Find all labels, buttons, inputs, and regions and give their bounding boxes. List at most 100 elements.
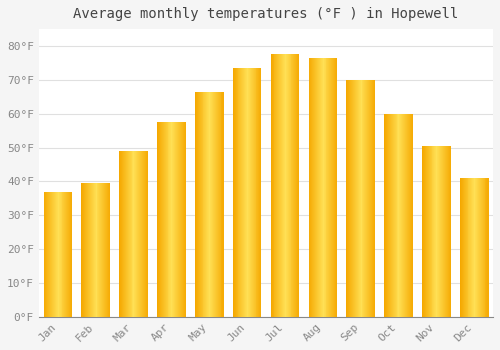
Bar: [66, 191, 68, 317]
Bar: [246, 68, 247, 317]
Bar: [162, 122, 163, 317]
Bar: [406, 114, 407, 317]
Bar: [356, 80, 357, 317]
Bar: [96, 183, 98, 317]
Bar: [407, 114, 408, 317]
Bar: [288, 55, 289, 317]
Bar: [140, 151, 141, 317]
Bar: [138, 151, 140, 317]
Bar: [474, 178, 476, 317]
Bar: [89, 183, 90, 317]
Bar: [364, 80, 366, 317]
Bar: [172, 122, 174, 317]
Bar: [163, 122, 164, 317]
Bar: [446, 146, 447, 317]
Bar: [402, 114, 404, 317]
Bar: [122, 151, 123, 317]
Bar: [313, 58, 314, 317]
Bar: [177, 122, 178, 317]
Bar: [281, 55, 282, 317]
Bar: [425, 146, 426, 317]
Bar: [236, 68, 237, 317]
Bar: [436, 146, 438, 317]
Bar: [86, 183, 88, 317]
Bar: [105, 183, 106, 317]
Bar: [320, 58, 321, 317]
Bar: [334, 58, 335, 317]
Bar: [128, 151, 129, 317]
Bar: [335, 58, 336, 317]
Bar: [280, 55, 281, 317]
Bar: [473, 178, 474, 317]
Title: Average monthly temperatures (°F ) in Hopewell: Average monthly temperatures (°F ) in Ho…: [74, 7, 458, 21]
Bar: [68, 191, 70, 317]
Bar: [198, 92, 199, 317]
Bar: [410, 114, 412, 317]
Bar: [477, 178, 478, 317]
Bar: [437, 146, 438, 317]
Bar: [146, 151, 148, 317]
Bar: [274, 55, 276, 317]
Bar: [175, 122, 176, 317]
Bar: [333, 58, 334, 317]
Bar: [290, 55, 292, 317]
Bar: [249, 68, 250, 317]
Bar: [91, 183, 92, 317]
Bar: [366, 80, 368, 317]
Bar: [270, 55, 272, 317]
Bar: [385, 114, 386, 317]
Bar: [145, 151, 146, 317]
Bar: [176, 122, 177, 317]
Bar: [446, 146, 448, 317]
Bar: [234, 68, 235, 317]
Bar: [317, 58, 318, 317]
Bar: [142, 151, 143, 317]
Bar: [196, 92, 197, 317]
Bar: [90, 183, 91, 317]
Bar: [121, 151, 122, 317]
Bar: [247, 68, 248, 317]
Bar: [200, 92, 201, 317]
Bar: [374, 80, 375, 317]
Bar: [120, 151, 122, 317]
Bar: [481, 178, 482, 317]
Bar: [472, 178, 474, 317]
Bar: [128, 151, 130, 317]
Bar: [354, 80, 355, 317]
Bar: [98, 183, 100, 317]
Bar: [434, 146, 436, 317]
Bar: [480, 178, 481, 317]
Bar: [460, 178, 461, 317]
Bar: [102, 183, 104, 317]
Bar: [200, 92, 202, 317]
Bar: [178, 122, 179, 317]
Bar: [282, 55, 283, 317]
Bar: [287, 55, 288, 317]
Bar: [197, 92, 198, 317]
Bar: [166, 122, 167, 317]
Bar: [248, 68, 249, 317]
Bar: [123, 151, 124, 317]
Bar: [394, 114, 396, 317]
Bar: [88, 183, 89, 317]
Bar: [371, 80, 372, 317]
Bar: [100, 183, 102, 317]
Bar: [108, 183, 109, 317]
Bar: [439, 146, 440, 317]
Bar: [84, 183, 86, 317]
Bar: [324, 58, 326, 317]
Bar: [392, 114, 393, 317]
Bar: [125, 151, 126, 317]
Bar: [384, 114, 386, 317]
Bar: [214, 92, 215, 317]
Bar: [398, 114, 400, 317]
Bar: [286, 55, 287, 317]
Bar: [159, 122, 160, 317]
Bar: [405, 114, 406, 317]
Bar: [206, 92, 208, 317]
Bar: [292, 55, 294, 317]
Bar: [370, 80, 371, 317]
Bar: [157, 122, 158, 317]
Bar: [427, 146, 428, 317]
Bar: [322, 58, 324, 317]
